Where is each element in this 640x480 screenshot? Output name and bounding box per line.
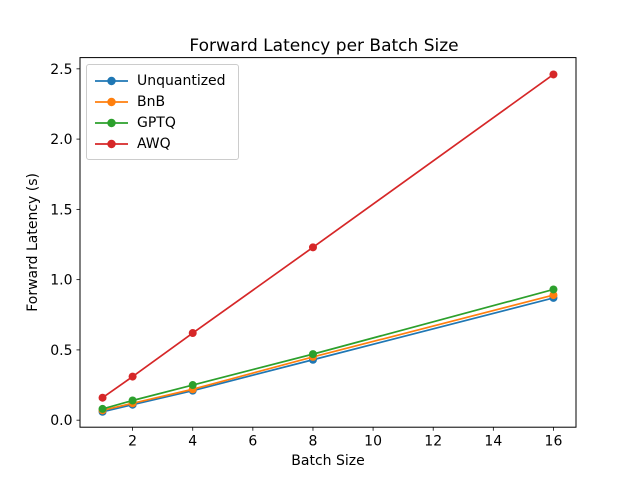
y-tick-label: 1.0: [50, 273, 72, 289]
chart-title: Forward Latency per Batch Size: [189, 36, 458, 56]
series-marker-awq: [128, 372, 137, 381]
legend-marker-sample: [107, 97, 116, 106]
x-tick-label: 6: [248, 434, 257, 450]
x-tick-label: 10: [364, 434, 382, 450]
legend-line-marker-icon: [95, 139, 128, 148]
series-marker-awq: [188, 329, 197, 338]
y-tick-label: 0.5: [50, 343, 72, 359]
legend-item-gptq: GPTQ: [95, 112, 226, 133]
x-tick-label: 8: [309, 434, 318, 450]
legend-line-marker-icon: [95, 76, 128, 85]
data-series: [98, 70, 558, 416]
y-tick-label: 2.0: [50, 132, 72, 148]
legend-label: AWQ: [137, 135, 171, 152]
legend-line-marker-icon: [95, 118, 128, 127]
legend-label: BnB: [137, 93, 166, 110]
y-tick-label: 0.0: [50, 413, 72, 429]
legend-item-awq: AWQ: [95, 133, 226, 154]
series-marker-gptq: [549, 285, 558, 294]
x-tick-label: 4: [188, 434, 197, 450]
legend: Unquantized BnB GPTQ AWQ: [86, 64, 239, 160]
legend-item-unquantized: Unquantized: [95, 70, 226, 91]
legend-marker-sample: [107, 118, 116, 127]
legend-marker-sample: [107, 76, 116, 85]
plot-area-border: [79, 57, 577, 428]
x-tick-label: 2: [128, 434, 137, 450]
series-marker-gptq: [128, 396, 137, 405]
legend-item-bnb: BnB: [95, 91, 226, 112]
legend-marker-sample: [107, 139, 116, 148]
series-marker-awq: [98, 393, 107, 402]
series-line-bnb: [102, 294, 554, 412]
series-marker-awq: [308, 243, 317, 252]
x-axis-label: Batch Size: [291, 453, 364, 469]
series-marker-bnb: [549, 291, 558, 300]
x-tick-label: 14: [484, 434, 502, 450]
series-marker-gptq: [188, 381, 197, 390]
y-tick-label: 1.5: [50, 202, 72, 218]
x-tick-label: 12: [424, 434, 442, 450]
y-axis-label: Forward Latency (s): [25, 173, 41, 312]
legend-line-marker-icon: [95, 97, 128, 106]
axis-ticks: 2 4 6 8 10 12 14 16 0.0 0.5 1.0 1.5 2.0 2.5: [50, 62, 562, 450]
y-tick-label: 2.5: [50, 62, 72, 78]
series-marker-awq: [549, 70, 558, 79]
series-marker-gptq: [98, 404, 107, 413]
series-marker-gptq: [308, 350, 317, 359]
x-tick-label: 16: [545, 434, 563, 450]
legend-label: Unquantized: [137, 72, 226, 89]
legend-label: GPTQ: [137, 114, 176, 131]
